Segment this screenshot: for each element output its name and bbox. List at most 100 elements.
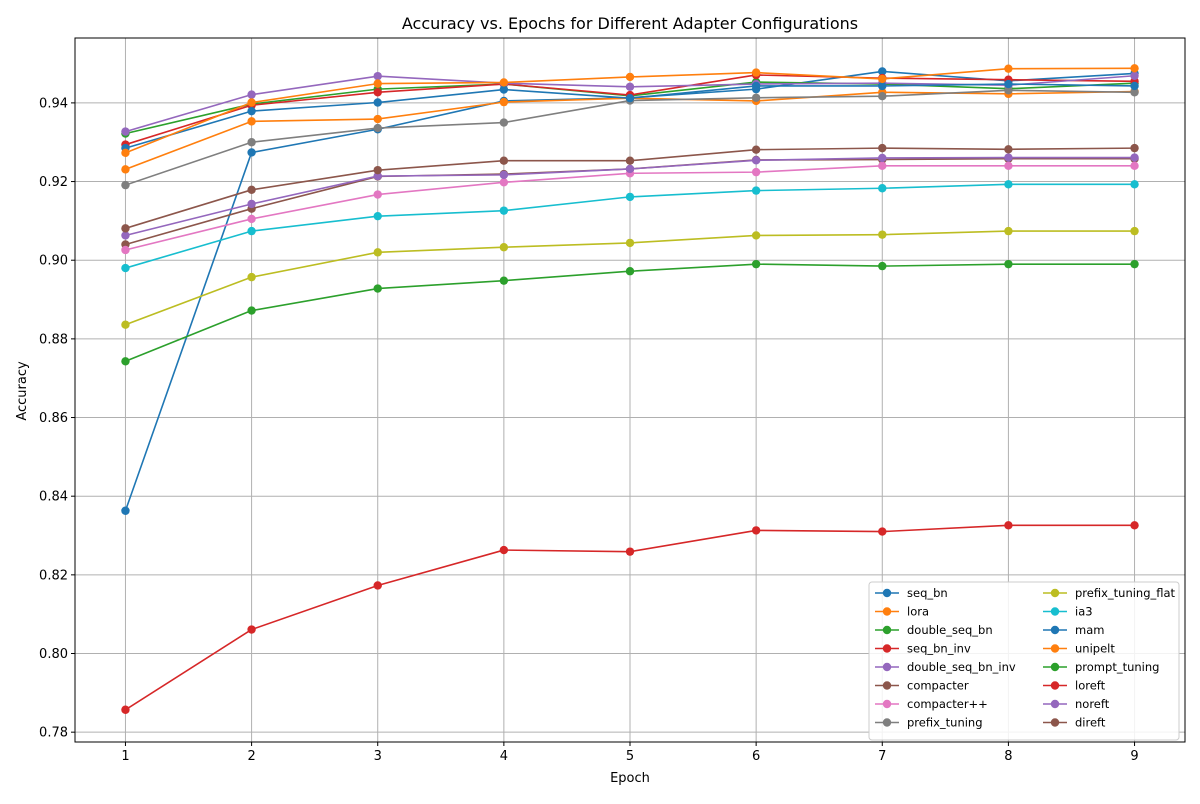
data-point <box>1004 521 1013 530</box>
data-point <box>1004 64 1013 73</box>
legend-label: double_seq_bn_inv <box>907 660 1016 674</box>
data-point <box>751 167 761 177</box>
data-point <box>499 178 509 187</box>
y-axis-label: Accuracy <box>15 361 30 421</box>
data-point <box>373 581 382 590</box>
data-point <box>751 93 761 102</box>
data-point <box>751 186 761 195</box>
legend-item-unipelt: unipelt <box>1043 642 1115 656</box>
data-point <box>121 224 130 233</box>
data-point <box>121 263 130 273</box>
data-point <box>121 245 130 255</box>
data-point <box>499 156 509 165</box>
data-point <box>373 211 382 221</box>
legend-marker <box>1050 607 1060 616</box>
data-point <box>878 67 887 76</box>
legend-item-compacter: compacter <box>875 679 969 693</box>
y-tick-label: 0.88 <box>39 332 68 347</box>
legend-item-direft: direft <box>1043 716 1106 730</box>
data-point <box>247 106 256 116</box>
data-point <box>373 88 382 97</box>
x-axis: 1 2 3 4 5 6 7 8 9 <box>121 742 1139 764</box>
legend-marker <box>882 644 892 653</box>
data-point <box>1130 161 1139 171</box>
legend-marker <box>1050 662 1060 672</box>
legend-marker <box>882 625 892 635</box>
data-point <box>625 164 635 174</box>
legend-marker <box>1050 699 1060 709</box>
legend-label: double_seq_bn <box>907 623 993 637</box>
data-point <box>1004 86 1013 95</box>
legend-label: direft <box>1075 716 1106 730</box>
data-point <box>499 97 509 107</box>
legend-label: noreft <box>1075 697 1110 711</box>
x-axis-label: Epoch <box>610 771 650 786</box>
data-point <box>751 156 761 165</box>
series-compacter++ <box>121 161 1139 255</box>
data-point <box>247 148 256 157</box>
x-tick-label: 7 <box>878 749 886 764</box>
legend-marker <box>882 681 892 690</box>
data-point <box>121 127 130 136</box>
data-point <box>625 238 635 248</box>
legend-item-mam: mam <box>1043 623 1104 637</box>
data-point <box>751 68 761 77</box>
legend-marker <box>1050 644 1060 653</box>
legend-item-ia3: ia3 <box>1043 605 1093 619</box>
legend-marker <box>1050 718 1060 727</box>
data-point <box>878 153 887 163</box>
data-point <box>1130 71 1139 80</box>
legend-marker <box>882 588 892 598</box>
y-axis: 0.78 0.80 0.82 0.84 0.86 0.88 0.90 0.92 0.94 <box>39 96 75 741</box>
legend-box <box>868 581 1180 741</box>
series-unipelt <box>121 64 1139 158</box>
x-tick-label: 6 <box>752 749 760 764</box>
data-point <box>1004 79 1013 89</box>
data-point <box>373 71 382 81</box>
data-point <box>121 231 130 240</box>
data-point <box>247 90 256 99</box>
data-point <box>121 506 130 515</box>
legend-item-noreft: noreft <box>1043 697 1110 711</box>
data-point <box>1004 226 1013 236</box>
data-point <box>247 272 256 282</box>
y-tick-label: 0.78 <box>39 726 68 741</box>
chart-title: Accuracy vs. Epochs for Different Adapte… <box>402 14 858 33</box>
x-tick-label: 3 <box>374 749 382 764</box>
legend-label: prompt_tuning <box>1075 660 1159 674</box>
legend-label: loreft <box>1075 679 1106 693</box>
data-point <box>878 74 887 84</box>
legend-item-double_seq_bn: double_seq_bn <box>875 623 993 637</box>
data-point <box>1130 153 1139 162</box>
y-tick-label: 0.80 <box>39 647 68 662</box>
data-point <box>373 190 382 199</box>
legend-marker <box>882 662 892 672</box>
data-point <box>1130 521 1139 530</box>
data-point <box>499 206 509 215</box>
x-tick-label: 1 <box>121 749 129 764</box>
data-point <box>247 214 256 224</box>
y-tick-label: 0.90 <box>39 254 68 269</box>
legend-label: mam <box>1075 623 1104 637</box>
series-mam <box>121 79 1139 153</box>
legend-marker <box>1050 588 1060 598</box>
legend-item-double_seq_bn_inv: double_seq_bn_inv <box>875 660 1016 674</box>
data-point <box>247 138 256 147</box>
y-tick-label: 0.82 <box>39 568 68 583</box>
data-point <box>1004 161 1013 171</box>
data-point <box>121 320 130 329</box>
legend-item-loreft: loreft <box>1043 679 1106 693</box>
data-point <box>121 165 130 174</box>
data-point <box>373 165 382 175</box>
data-point <box>1130 180 1139 189</box>
series-loreft <box>121 521 1139 714</box>
data-point <box>121 148 130 158</box>
data-point <box>121 357 130 366</box>
legend-marker <box>882 699 892 709</box>
data-point <box>751 81 761 91</box>
data-point <box>247 98 256 107</box>
data-point <box>1130 259 1139 269</box>
x-tick-label: 5 <box>626 749 634 764</box>
data-point <box>751 231 761 240</box>
